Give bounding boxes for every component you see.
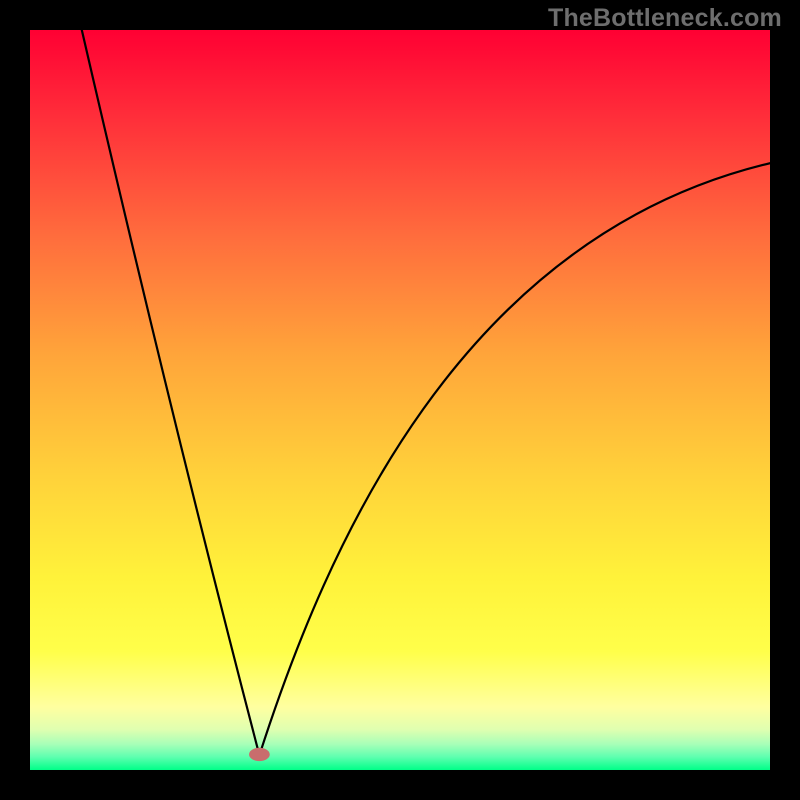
plot-area bbox=[30, 30, 770, 770]
chart-container: TheBottleneck.com bbox=[0, 0, 800, 800]
watermark-text: TheBottleneck.com bbox=[548, 4, 782, 33]
chart-svg bbox=[30, 30, 770, 770]
vertex-marker bbox=[249, 748, 270, 761]
gradient-background bbox=[30, 30, 770, 770]
